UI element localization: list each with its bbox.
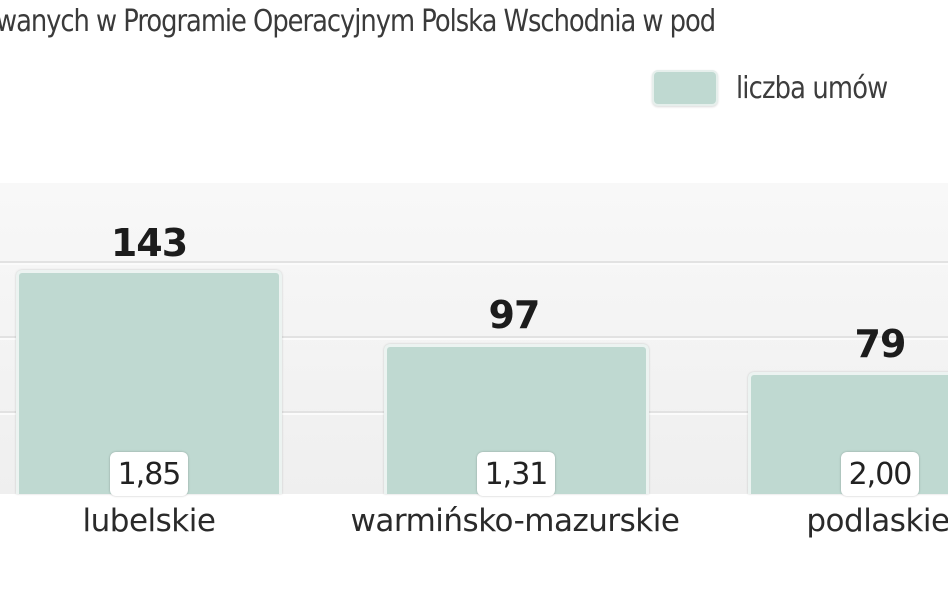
bar-podlaskie: 2,00 bbox=[748, 372, 948, 496]
chart-title: wanych w Programie Operacyjnym Polska Ws… bbox=[0, 4, 716, 39]
legend: liczba umów bbox=[652, 68, 912, 108]
legend-label: liczba umów bbox=[736, 70, 888, 106]
bar-badge: 2,00 bbox=[841, 452, 919, 496]
bar-lubelskie: 1,85 bbox=[16, 270, 282, 496]
gridline bbox=[0, 336, 948, 340]
bar-value-label: 97 bbox=[488, 293, 541, 337]
bar-badge: 1,85 bbox=[110, 452, 188, 496]
bar-value-label: 143 bbox=[110, 221, 188, 265]
category-label-warminsko-mazurskie: warmińsko-mazurskie bbox=[350, 503, 680, 539]
category-label-lubelskie: lubelskie bbox=[82, 503, 216, 539]
bar-warminsko-mazurskie: 1,31 bbox=[384, 344, 649, 496]
legend-swatch bbox=[652, 70, 718, 106]
plot-area: 1,85 143 1,31 97 2,00 79 bbox=[0, 183, 948, 496]
bar-value-label: 79 bbox=[854, 322, 907, 366]
category-label-podlaskie: podlaskie bbox=[806, 503, 948, 539]
bar-badge: 1,31 bbox=[477, 452, 555, 496]
gridline bbox=[0, 261, 948, 265]
